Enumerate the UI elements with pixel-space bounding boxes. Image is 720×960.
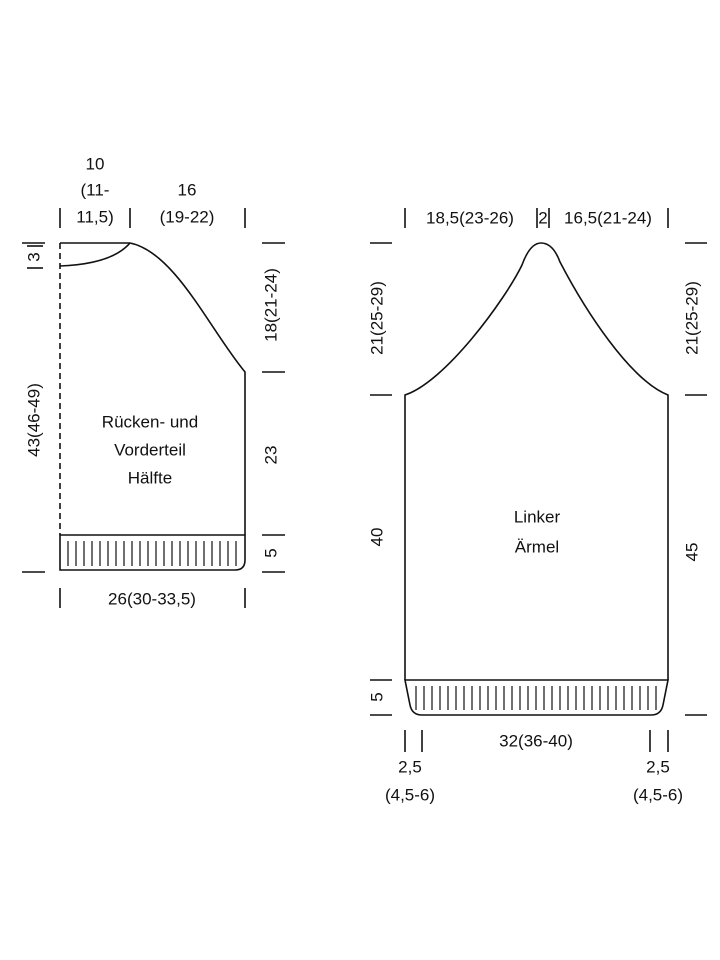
dimension-label: 32(36-40)	[499, 731, 573, 750]
dimension-label: 21(25-29)	[682, 281, 701, 355]
piece-label: Linker	[514, 507, 561, 526]
dimension-label: (4,5-6)	[385, 785, 435, 804]
dimension-label: 18,5(23-26)	[426, 208, 514, 227]
back-front-piece: 10 (11- 11,5) 16 (19-22) 3 43(46-49) 18(…	[22, 154, 285, 608]
ribbing	[59, 534, 246, 571]
piece-label: Ärmel	[515, 537, 559, 556]
dimension-label: 5	[367, 692, 386, 701]
dimension-label: 16,5(21-24)	[564, 208, 652, 227]
sleeve-piece: 18,5(23-26) 2 16,5(21-24) 21(25-29) 40 5…	[367, 208, 707, 804]
dimension-label: 5	[261, 548, 280, 557]
dimension-label: 16	[178, 180, 197, 199]
dimension-label: (4,5-6)	[633, 785, 683, 804]
dimension-label: 43(46-49)	[24, 383, 43, 457]
dimension-label: 2	[538, 208, 547, 227]
dimension-label: 18(21-24)	[261, 268, 280, 342]
dimension-label: 45	[682, 543, 701, 562]
outline	[404, 242, 669, 680]
ribbing	[404, 679, 669, 716]
piece-label: Rücken- und	[102, 412, 198, 431]
dimension-label: 2,5	[398, 757, 422, 776]
dimension-label: (19-22)	[160, 207, 215, 226]
rib-lines	[67, 541, 237, 566]
dimension-label: 3	[24, 252, 43, 261]
dimension-label: 23	[261, 446, 280, 465]
dimension-label: 21(25-29)	[367, 281, 386, 355]
dimension-label: 2,5	[646, 757, 670, 776]
dimension-label: 11,5)	[76, 207, 114, 226]
outline	[129, 242, 246, 535]
piece-label: Vorderteil	[114, 440, 186, 459]
rib-lines	[415, 686, 657, 710]
piece-label: Hälfte	[128, 468, 172, 487]
dimension-label: 40	[367, 528, 386, 547]
dimension-label: 26(30-33,5)	[108, 589, 196, 608]
dimension-label: 10	[86, 154, 105, 173]
neckline	[59, 242, 131, 267]
dimension-label: (11-	[81, 180, 110, 199]
